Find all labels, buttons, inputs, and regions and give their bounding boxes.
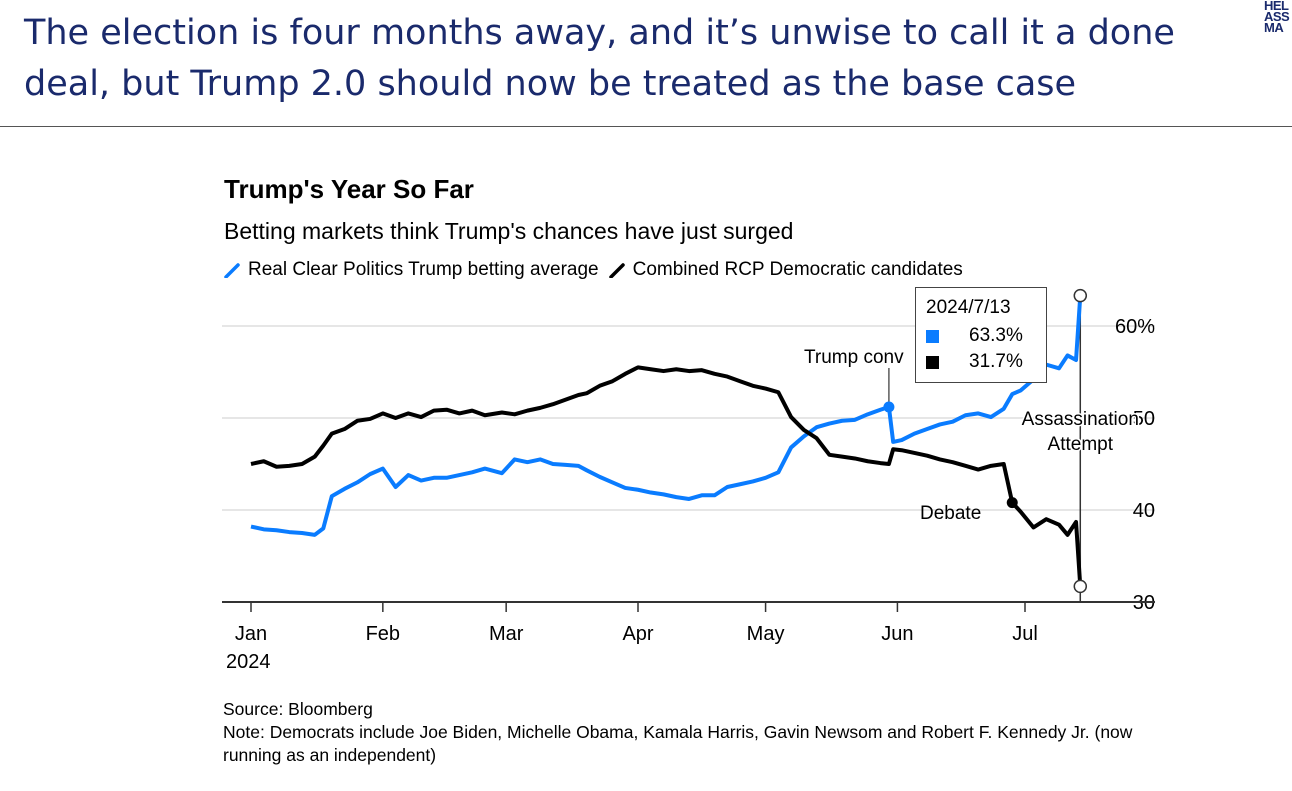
legend-label: Combined RCP Democratic candidates [632, 259, 963, 280]
legend-item-trump: Real Clear Politics Trump betting averag… [224, 259, 599, 281]
y-tick-label: 40 [1133, 500, 1155, 522]
chart-title: Trump's Year So Far [224, 174, 474, 204]
debate-point [1006, 497, 1018, 509]
legend-slash-icon [224, 263, 240, 278]
legend-item-democrats: Combined RCP Democratic candidates [608, 259, 963, 281]
chart-legend: Real Clear Politics Trump betting averag… [224, 259, 963, 281]
annotation-assassination-attempt: Assassination [1022, 409, 1139, 430]
annotation-trump-convention: Trump conv [804, 347, 904, 368]
x-year-label: 2024 [226, 651, 271, 673]
slide-title: The election is four months away, and it… [24, 13, 1175, 104]
y-tick-label: 50 [1133, 408, 1155, 430]
tooltip-date: 2024/7/13 [926, 297, 1011, 318]
tooltip-trump-value: 63.3% [969, 325, 1023, 346]
x-tick-label: Jun [881, 623, 913, 645]
logo-line: HEL [1264, 0, 1289, 13]
trump-series-line [250, 295, 1083, 537]
chart-tooltip: 2024/7/13 63.3% 31.7% [915, 287, 1047, 383]
tooltip-dem-swatch [926, 355, 939, 369]
x-tick-label: Jul [1012, 623, 1038, 645]
footnote: Note: Democrats include Joe Biden, Miche… [223, 722, 1133, 765]
tooltip-dem-value: 31.7% [969, 351, 1023, 372]
democrats-endpoint [1073, 579, 1088, 594]
democrats-series-line [250, 365, 1083, 587]
logo-line: ASS [1264, 9, 1290, 24]
logo-line: MA [1264, 20, 1284, 35]
annotation-assassination-attempt: Attempt [1048, 434, 1114, 455]
tooltip-trump-swatch [926, 329, 939, 343]
title-divider [0, 126, 1292, 127]
source-note: Source: Bloomberg [223, 699, 373, 719]
company-logo: HEL ASS MA [1264, 0, 1290, 35]
annotation-debate: Debate [920, 503, 981, 524]
trump-convention-point [883, 401, 895, 413]
trump-endpoint [1073, 288, 1088, 303]
x-tick-label: Mar [489, 623, 524, 645]
x-tick-label: Apr [622, 623, 653, 645]
legend-label: Real Clear Politics Trump betting averag… [248, 259, 599, 280]
x-tick-label: Feb [366, 623, 400, 645]
legend-slash-icon [608, 263, 625, 278]
chart-subtitle: Betting markets think Trump's chances ha… [224, 218, 794, 244]
x-tick-label: May [747, 623, 785, 645]
x-tick-label: Jan [235, 623, 267, 645]
chart-footer: Source: Bloomberg Note: Democrats includ… [223, 698, 1143, 767]
y-tick-label: 60% [1115, 316, 1155, 338]
